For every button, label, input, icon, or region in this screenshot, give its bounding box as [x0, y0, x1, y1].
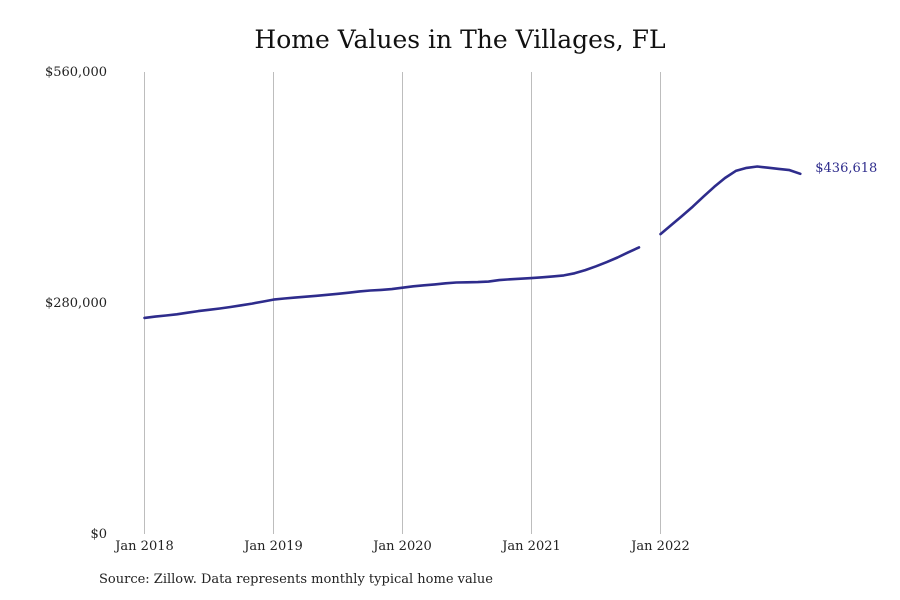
chart-title: Home Values in The Villages, FL: [254, 25, 666, 54]
x-tick-label: Jan 2020: [371, 539, 432, 554]
y-tick-label: $560,000: [45, 65, 107, 80]
x-axis-tick-labels: Jan 2018 Jan 2019 Jan 2020 Jan 2021 Jan 2022: [113, 539, 690, 554]
series-line-segment: [143, 246, 641, 320]
x-tick-label: Jan 2018: [113, 539, 174, 554]
series-line: [143, 165, 802, 320]
grid-lines: [144, 72, 661, 534]
x-tick-label: Jan 2022: [629, 539, 690, 554]
y-tick-label: $0: [90, 527, 107, 542]
y-tick-label: $280,000: [45, 296, 107, 311]
series-line-segment: [659, 165, 802, 236]
x-tick-label: Jan 2019: [242, 539, 303, 554]
source-note: Source: Zillow. Data represents monthly …: [99, 572, 493, 587]
end-value-label: $436,618: [815, 161, 877, 176]
y-axis-tick-labels: $0 $280,000 $560,000: [45, 65, 107, 542]
x-tick-label: Jan 2021: [500, 539, 561, 554]
